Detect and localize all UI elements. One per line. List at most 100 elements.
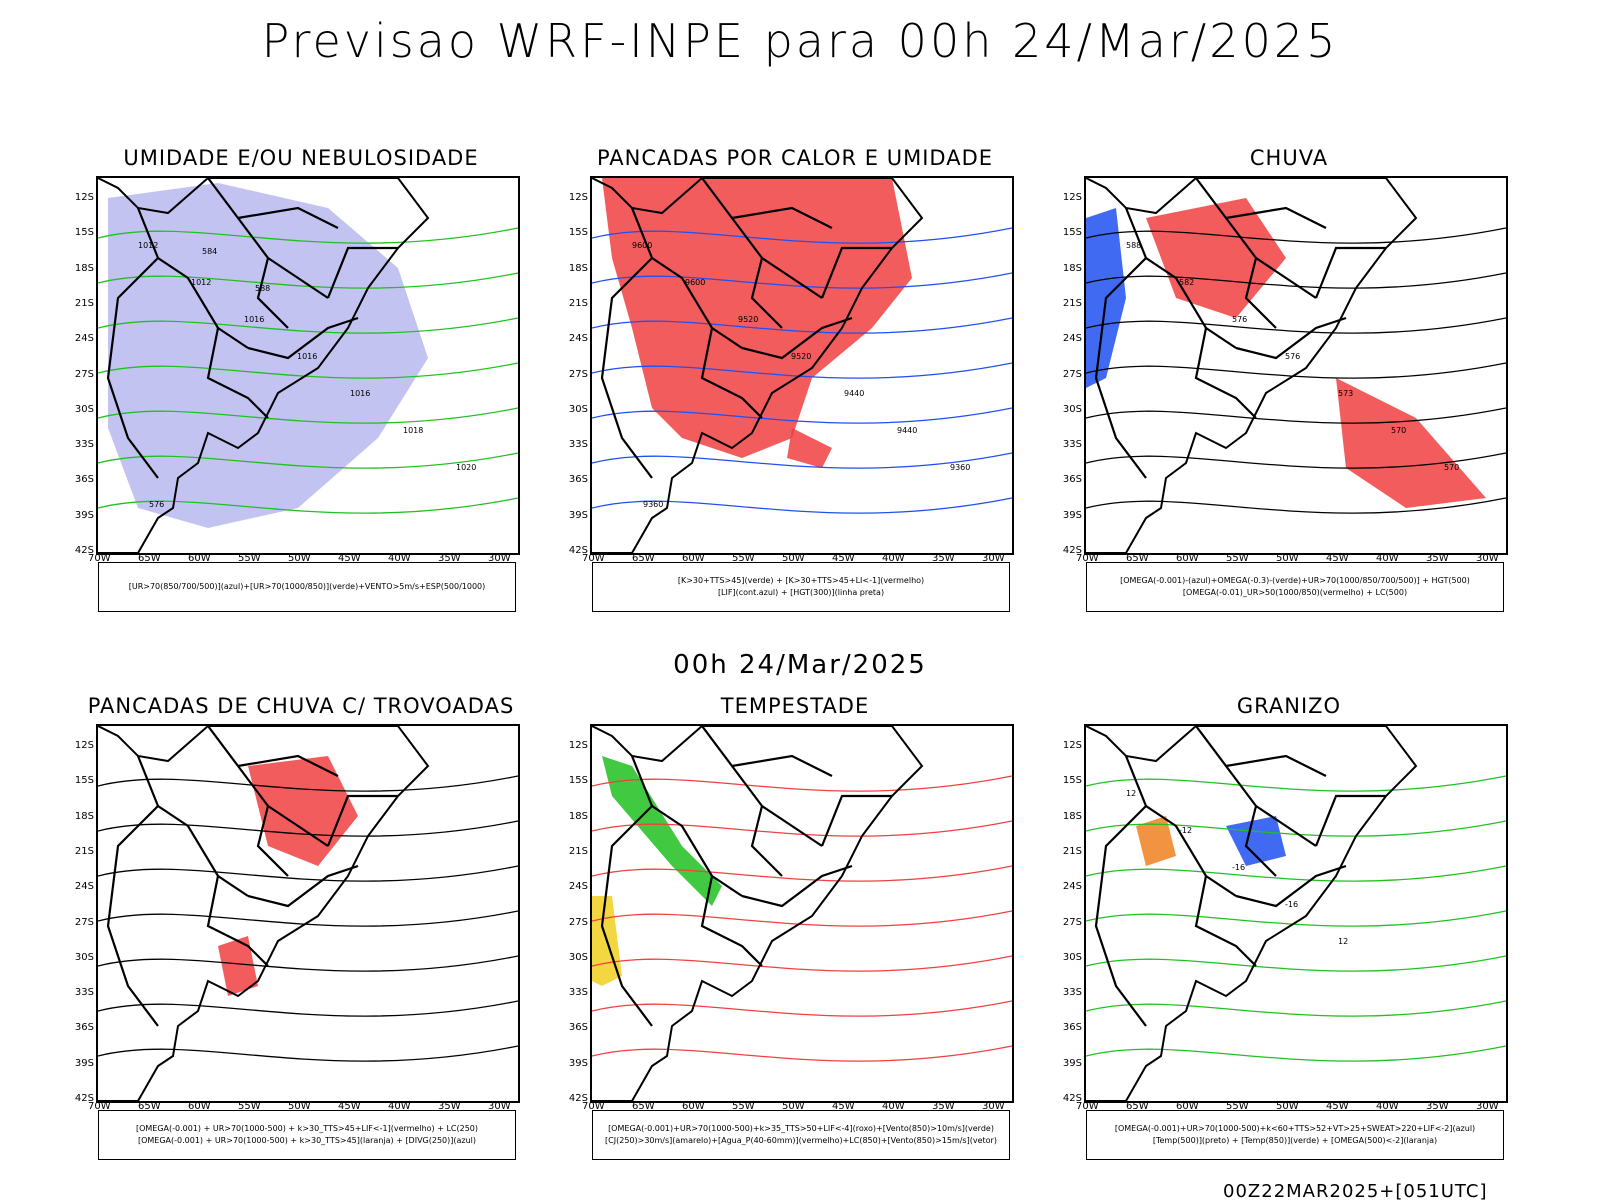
panel-legend: [OMEGA(-0.001)+UR>70(1000-500)+k>35_TTS>… bbox=[592, 1110, 1010, 1160]
lon-tick-label: 50W bbox=[288, 553, 311, 564]
political-border bbox=[1194, 327, 1257, 419]
lat-tick-label: 39S bbox=[568, 509, 588, 521]
lon-tick-label: 55W bbox=[1226, 553, 1249, 564]
political-border bbox=[206, 875, 269, 967]
lat-tick-label: 27S bbox=[1062, 916, 1082, 928]
lon-tick-label: 55W bbox=[238, 1101, 261, 1112]
political-border bbox=[106, 805, 159, 1027]
map-panel-2: PANCADAS POR CALOR E UMIDADE 12S 15S 18S 21S… bbox=[560, 146, 1030, 616]
lon-tick-label: 45W bbox=[338, 1101, 361, 1112]
lat-tick-label: 12S bbox=[1062, 192, 1082, 203]
lat-tick-label: 33S bbox=[568, 439, 588, 451]
lat-tick-label: 21S bbox=[568, 845, 588, 857]
lon-tick-label: 50W bbox=[288, 1101, 311, 1112]
panel-legend: [OMEGA(-0.001) + UR>70(1000-500) + k>30_… bbox=[98, 1110, 516, 1160]
lon-tick-label: 50W bbox=[1276, 553, 1299, 564]
contour-line bbox=[592, 865, 1012, 882]
contour-line bbox=[592, 775, 1012, 792]
contour-value-label: 9360 bbox=[950, 463, 970, 472]
lon-tick-label: 35W bbox=[932, 1101, 955, 1112]
contour-line bbox=[592, 317, 1012, 334]
lon-tick-label: 70W bbox=[88, 553, 111, 564]
lat-tick-label: 39S bbox=[74, 1057, 94, 1069]
political-border bbox=[326, 794, 398, 847]
political-border bbox=[1094, 805, 1147, 1027]
contour-line bbox=[1086, 1045, 1506, 1062]
lat-tick-label: 42S bbox=[74, 545, 94, 556]
panel-title: PANCADAS DE CHUVA C/ TROVOADAS bbox=[87, 694, 515, 718]
lat-tick-label: 24S bbox=[74, 881, 94, 893]
lat-tick-label: 36S bbox=[1062, 1022, 1082, 1034]
lon-tick-label: 65W bbox=[138, 553, 161, 564]
lon-tick-label: 40W bbox=[1376, 553, 1399, 564]
lon-tick-label: 45W bbox=[1326, 1101, 1349, 1112]
political-border bbox=[247, 316, 359, 360]
map-canvas: 9600 9600 9520 9520 9440 9440 9360 9360 bbox=[592, 178, 1012, 553]
contour-value-label: 1020 bbox=[456, 463, 476, 472]
political-border bbox=[1235, 316, 1347, 360]
lat-tick-label: 36S bbox=[74, 1022, 94, 1034]
political-border bbox=[1235, 864, 1347, 908]
political-border bbox=[1314, 794, 1386, 847]
coastline bbox=[592, 726, 924, 1101]
lat-tick-label: 12S bbox=[568, 192, 588, 203]
contour-value-label: 12 bbox=[1126, 789, 1136, 798]
contour-value-label: 576 bbox=[1232, 315, 1247, 324]
lon-tick-label: 60W bbox=[1176, 553, 1199, 564]
field-shading bbox=[1336, 378, 1486, 508]
lon-tick-label: 60W bbox=[188, 1101, 211, 1112]
coastline bbox=[1086, 726, 1418, 1101]
lat-tick-label: 18S bbox=[1062, 810, 1082, 822]
lat-tick-label: 39S bbox=[568, 1057, 588, 1069]
political-border bbox=[326, 246, 398, 299]
lat-tick-label: 24S bbox=[1062, 333, 1082, 345]
political-border bbox=[600, 257, 653, 479]
lon-tick-label: 30W bbox=[488, 1101, 511, 1112]
contour-line bbox=[1086, 452, 1506, 469]
lat-tick-label: 39S bbox=[1062, 509, 1082, 521]
panel-title: GRANIZO bbox=[1236, 694, 1342, 718]
lat-tick-label: 42S bbox=[1062, 1093, 1082, 1104]
contour-line bbox=[98, 317, 518, 334]
lat-tick-label: 21S bbox=[74, 297, 94, 309]
coastline bbox=[592, 178, 924, 553]
lat-tick-label: 24S bbox=[1062, 881, 1082, 893]
lat-tick-label: 30S bbox=[1062, 403, 1082, 415]
panel-legend: [UR>70(850/700/500)](azul)+[UR>70(1000/8… bbox=[98, 562, 516, 612]
lon-tick-label: 60W bbox=[682, 1101, 705, 1112]
lat-tick-label: 12S bbox=[1062, 740, 1082, 751]
lon-tick-label: 55W bbox=[732, 1101, 755, 1112]
lat-tick-label: 15S bbox=[1062, 775, 1082, 787]
contour-value-label: 576 bbox=[149, 500, 164, 509]
lat-tick-label: 39S bbox=[1062, 1057, 1082, 1069]
contour-value-label: 1012 bbox=[138, 241, 158, 250]
lon-tick-label: 30W bbox=[488, 553, 511, 564]
political-border bbox=[1124, 755, 1237, 897]
contour-value-label: 12 bbox=[1338, 937, 1348, 946]
lat-tick-label: 42S bbox=[74, 1093, 94, 1104]
political-border bbox=[731, 754, 833, 777]
map-panel-3: CHUVA 12S 15S 18S 21S 24S 27S 30S 33S 36S 39S 42S 70… bbox=[1054, 146, 1524, 616]
map-panel-6: GRANIZO 12S 15S 18S 21S 24S 27S 30S 33S 36S 39S 42S… bbox=[1054, 694, 1524, 1164]
contour-value-label: 1016 bbox=[244, 315, 264, 324]
lat-tick-label: 27S bbox=[74, 368, 94, 380]
lat-tick-label: 18S bbox=[74, 262, 94, 274]
lon-tick-label: 30W bbox=[1476, 1101, 1499, 1112]
map-panel-5: TEMPESTADE 12S 15S 18S 21S 24S 27S 30S 33S 36S 39S… bbox=[560, 694, 1030, 1164]
contour-line bbox=[1086, 317, 1506, 334]
political-border bbox=[1225, 206, 1327, 229]
contour-line bbox=[1086, 865, 1506, 882]
legend-line: [UR>70(850/700/500)](azul)+[UR>70(1000/8… bbox=[128, 582, 486, 591]
lat-tick-label: 36S bbox=[1062, 474, 1082, 486]
map-area: 12 -12 -16 -16 12 bbox=[1084, 724, 1508, 1103]
lat-tick-label: 15S bbox=[74, 227, 94, 239]
contour-value-label: 576 bbox=[1285, 352, 1300, 361]
political-border bbox=[820, 246, 892, 299]
political-border bbox=[136, 755, 249, 897]
legend-line: [K>30+TTS>45](verde) + [K>30+TTS>45+LI<-… bbox=[677, 576, 925, 585]
contour-value-label: 9600 bbox=[685, 278, 705, 287]
contour-line bbox=[98, 497, 518, 514]
political-border bbox=[731, 206, 833, 229]
contour-line bbox=[98, 1045, 518, 1062]
lon-tick-label: 50W bbox=[1276, 1101, 1299, 1112]
